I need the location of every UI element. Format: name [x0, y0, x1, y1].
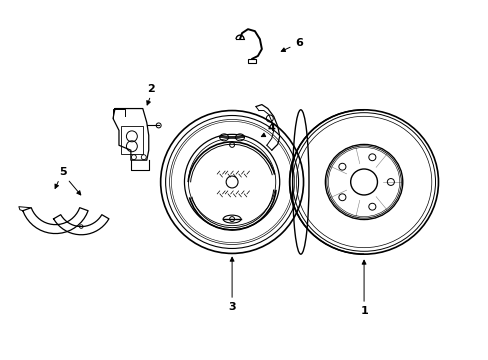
Bar [121, 126, 142, 154]
Text: 1: 1 [360, 306, 367, 316]
Text: 5: 5 [60, 167, 67, 177]
Bar [247, 59, 255, 63]
Text: 6: 6 [295, 38, 303, 48]
Text: 3: 3 [228, 302, 235, 312]
Text: 2: 2 [146, 84, 154, 94]
Text: 4: 4 [267, 123, 275, 134]
